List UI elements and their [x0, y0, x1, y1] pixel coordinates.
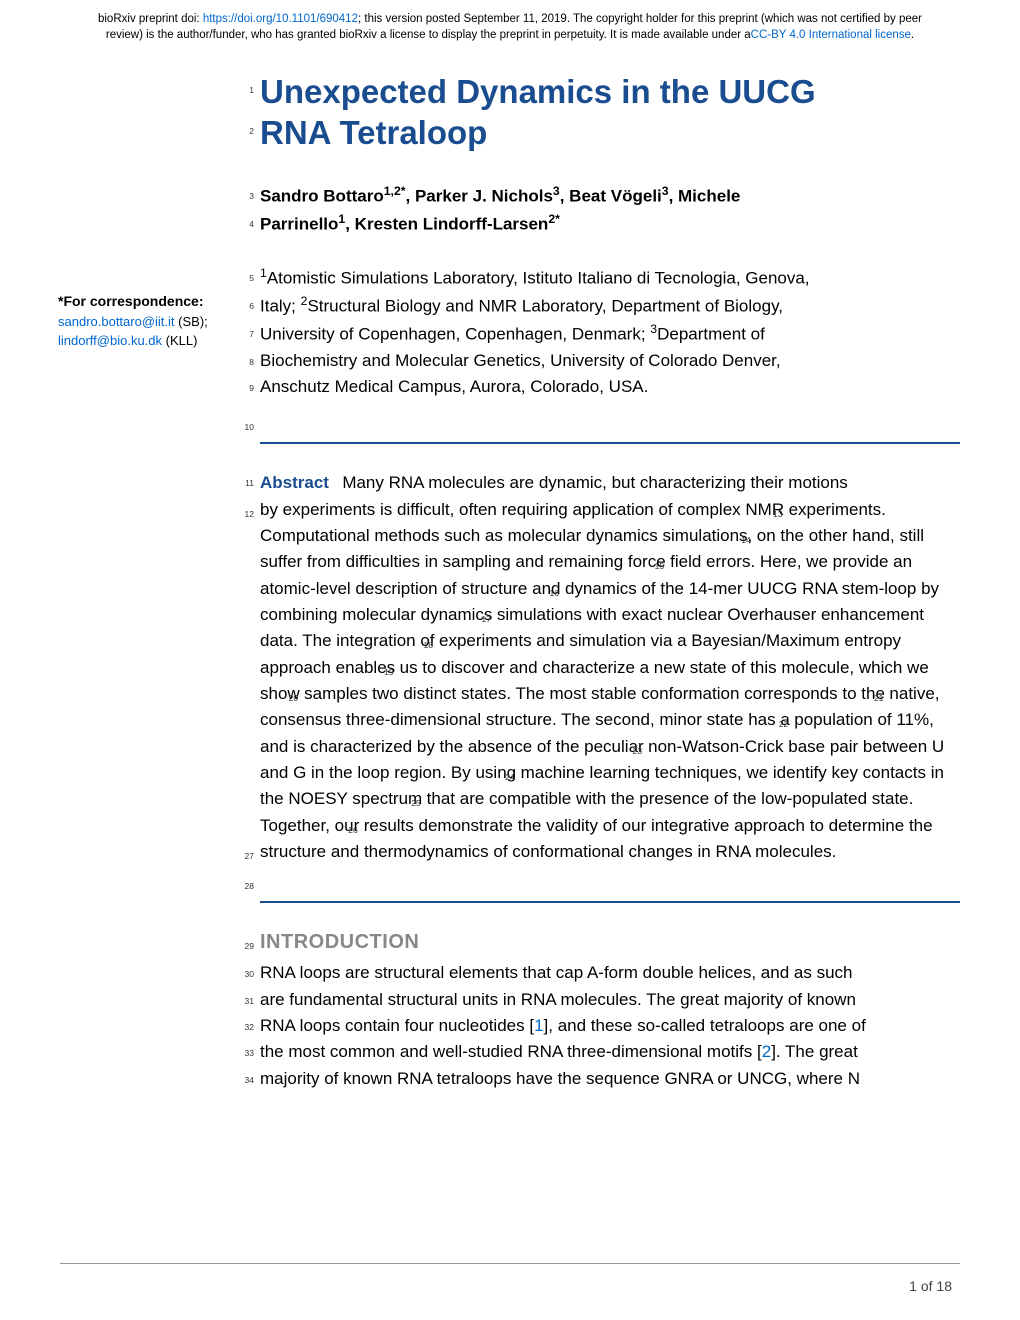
author-3: , Beat Vögeli	[560, 186, 662, 205]
line-number: 5	[238, 272, 254, 285]
line-number: 9	[238, 382, 254, 395]
line-number: 18	[417, 639, 433, 652]
corr-note-2: (KLL)	[162, 333, 197, 348]
line-number: 13	[767, 508, 783, 521]
line-number: 2	[238, 126, 254, 137]
rule-top	[260, 442, 960, 444]
intro-l34: majority of known RNA tetraloops have th…	[260, 1069, 860, 1088]
line-number: 17	[475, 613, 491, 626]
affil-2a: Structural Biology and NMR Laboratory, D…	[307, 296, 783, 315]
author-1: Sandro Bottaro	[260, 186, 384, 205]
email-link-1[interactable]: sandro.bottaro@iit.it	[58, 314, 175, 329]
abstract-l12: by experiments is difficult, often requi…	[260, 500, 784, 519]
citation-1[interactable]: 1	[534, 1016, 543, 1035]
line-number: 8	[238, 356, 254, 369]
line-number: 32	[238, 1021, 254, 1034]
affil-1a: Atomistic Simulations Laboratory, Istitu…	[267, 268, 810, 287]
abstract: 11Abstract Many RNA molecules are dynami…	[260, 470, 960, 865]
line-number: 3	[238, 190, 254, 203]
intro-l30: RNA loops are structural elements that c…	[260, 963, 852, 982]
line-number: 30	[238, 968, 254, 981]
main-column: 1 Unexpected Dynamics in the UUCG 2 RNA …	[260, 71, 960, 1092]
intro-l32a: RNA loops contain four nucleotides [	[260, 1016, 534, 1035]
line-number: 20	[282, 692, 298, 705]
affiliations: 51Atomistic Simulations Laboratory, Isti…	[260, 264, 960, 401]
doi-link[interactable]: https://doi.org/10.1101/690412	[203, 13, 358, 25]
line-number: 23	[626, 745, 642, 758]
abstract-l27: structure and thermodynamics of conforma…	[260, 842, 836, 861]
preprint-suffix: .	[911, 29, 914, 41]
author-5-affil: 2*	[548, 212, 560, 226]
line-number: 11	[238, 478, 254, 488]
line-number: 14	[735, 534, 751, 547]
line-number: 22	[772, 718, 788, 731]
preprint-header: bioRxiv preprint doi: https://doi.org/10…	[50, 12, 970, 43]
paper-title: 1 Unexpected Dynamics in the UUCG 2 RNA …	[260, 71, 960, 154]
line-number: 29	[238, 941, 254, 951]
affil-1b: Italy;	[260, 296, 301, 315]
author-1-affil: 1,2*	[384, 184, 406, 198]
rule-bottom	[260, 901, 960, 903]
footer-rule	[60, 1263, 960, 1264]
title-line-1: Unexpected Dynamics in the UUCG	[260, 73, 816, 110]
author-4: , Michele	[669, 186, 741, 205]
corr-note-1: (SB);	[175, 314, 208, 329]
correspondence-sidebar: *For correspondence: sandro.bottaro@iit.…	[58, 291, 252, 351]
line-number: 19	[378, 666, 394, 679]
author-3-affil: 3	[662, 184, 669, 198]
page-number: 1 of 18	[909, 1278, 952, 1294]
line-number: 10	[238, 422, 254, 432]
line-number: 24	[499, 771, 515, 784]
line-number: 34	[238, 1074, 254, 1087]
author-2: , Parker J. Nichols	[406, 186, 553, 205]
correspondence-heading: *For correspondence:	[58, 291, 252, 311]
author-4b: Parrinello	[260, 214, 338, 233]
title-line-2: RNA Tetraloop	[260, 114, 487, 151]
line-number: 31	[238, 995, 254, 1008]
abstract-l26: results demonstrate the validity of our …	[364, 816, 933, 835]
line-number: 33	[238, 1047, 254, 1060]
line-number: 26	[342, 824, 358, 837]
line-number: 6	[238, 300, 254, 313]
author-2-affil: 3	[553, 184, 560, 198]
line-number: 1	[238, 85, 254, 96]
introduction-heading: INTRODUCTION	[260, 931, 960, 954]
line-number: 12	[238, 508, 254, 521]
line-number: 15	[648, 560, 664, 573]
line-number: 7	[238, 328, 254, 341]
preprint-prefix: bioRxiv preprint doi:	[98, 13, 203, 25]
line-number: 27	[238, 850, 254, 863]
affil-3a: Department of	[657, 324, 765, 343]
citation-2[interactable]: 2	[762, 1042, 771, 1061]
intro-l33b: ]. The great	[771, 1042, 858, 1061]
line-number: 4	[238, 218, 254, 231]
line-number: 25	[405, 797, 421, 810]
line-number: 21	[867, 692, 883, 705]
affil-2b: University of Copenhagen, Copenhagen, De…	[260, 324, 650, 343]
intro-l32b: ], and these so-called tetraloops are on…	[544, 1016, 866, 1035]
affil-3b: Biochemistry and Molecular Genetics, Uni…	[260, 351, 781, 370]
authors: 3 Sandro Bottaro1,2*, Parker J. Nichols3…	[260, 182, 960, 238]
line-number: 16	[543, 587, 559, 600]
abstract-heading: Abstract	[260, 473, 329, 492]
affil-3c: Anschutz Medical Campus, Aurora, Colorad…	[260, 377, 648, 396]
intro-l31: are fundamental structural units in RNA …	[260, 990, 856, 1009]
author-5: , Kresten Lindorff-Larsen	[345, 214, 548, 233]
email-link-2[interactable]: lindorff@bio.ku.dk	[58, 333, 162, 348]
intro-l33a: the most common and well-studied RNA thr…	[260, 1042, 762, 1061]
introduction-text: 30RNA loops are structural elements that…	[260, 960, 960, 1092]
abstract-l20: samples two distinct states. The most st…	[304, 684, 885, 703]
license-link[interactable]: CC-BY 4.0 International license	[751, 29, 911, 41]
line-number: 28	[238, 881, 254, 891]
abstract-l11: Many RNA molecules are dynamic, but char…	[342, 473, 848, 492]
